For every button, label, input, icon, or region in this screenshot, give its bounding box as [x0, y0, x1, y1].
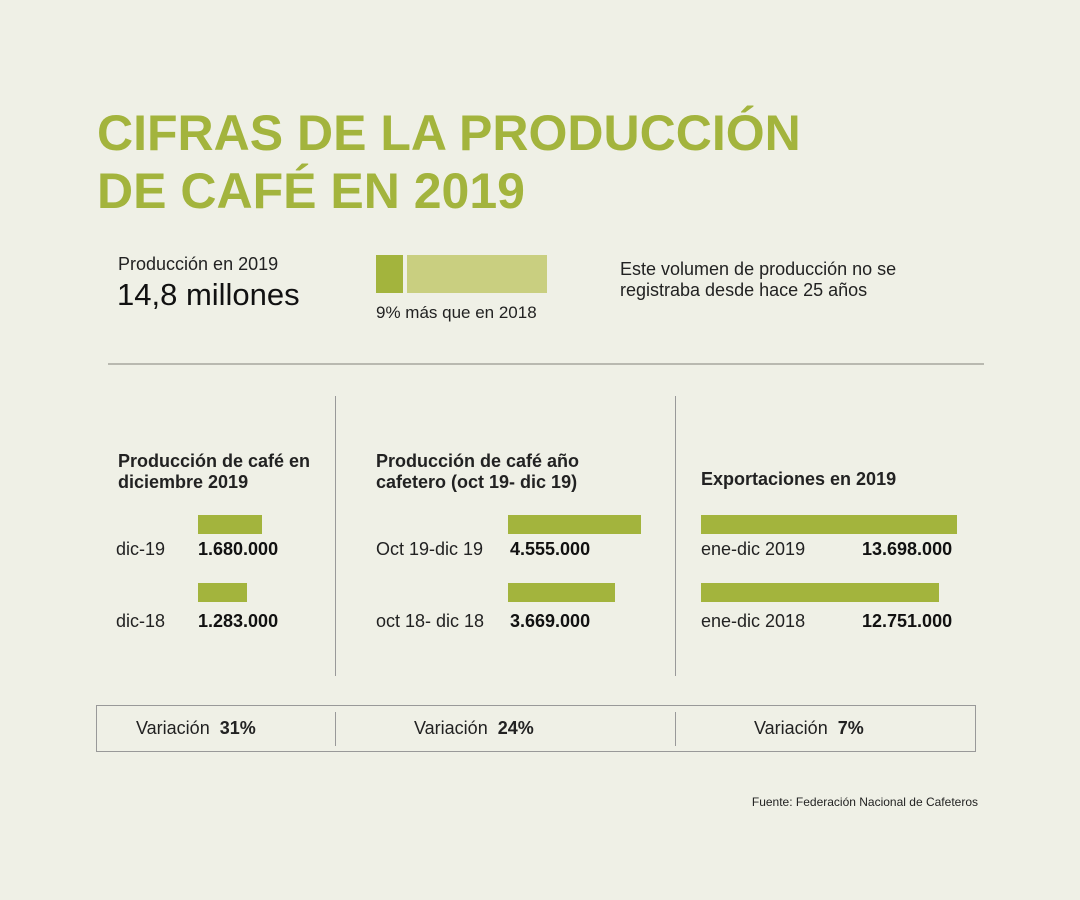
chart-1-bar-dic-18 [198, 583, 247, 602]
chart-2-title: Producción de café año cafetero (oct 19-… [376, 451, 580, 492]
divider-horizontal [108, 363, 984, 365]
chart-3-category-2018: ene-dic 2018 [701, 611, 806, 631]
source-note: Fuente: Federación Nacional de Cafeteros [751, 795, 978, 809]
chart-1-value-dic-18: 1.283.000 [198, 611, 279, 631]
chart-3-title: Exportaciones en 2019 [701, 469, 897, 489]
chart-2-bar-2018 [508, 583, 615, 602]
variation-separator-2 [675, 712, 676, 746]
divider-vertical-1 [335, 396, 336, 676]
chart-1-category-dic-19: dic-19 [116, 539, 166, 559]
variation-3-value: 7% [837, 718, 864, 738]
variation-2-value: 24% [497, 718, 534, 738]
variation-3-label: Variación [754, 718, 828, 738]
title-line-2: DE CAFÉ EN 2019 [97, 163, 525, 219]
chart-1-title: Producción de café en diciembre 2019 [118, 451, 311, 492]
variation-1-value: 31% [219, 718, 256, 738]
production-label: Producción en 2019 [118, 254, 279, 274]
chart-2-value-2019: 4.555.000 [510, 539, 591, 559]
title-line-1: CIFRAS DE LA PRODUCCIÓN [97, 105, 801, 161]
chart-1-value-dic-19: 1.680.000 [198, 539, 279, 559]
chart-3-value-2018: 12.751.000 [862, 611, 953, 631]
variation-separator-1 [335, 712, 336, 746]
chart-2-value-2018: 3.669.000 [510, 611, 591, 631]
page-title: CIFRAS DE LA PRODUCCIÓN DE CAFÉ EN 2019 [97, 104, 897, 220]
chart-3-category-2019: ene-dic 2019 [701, 539, 806, 559]
variation-box [96, 705, 976, 752]
chart-3-bar-2019 [701, 515, 957, 534]
variation-3: Variación 7% [754, 718, 864, 739]
chart-2-bar-2019 [508, 515, 641, 534]
variation-2: Variación 24% [414, 718, 534, 739]
chart-3-value-2019: 13.698.000 [862, 539, 953, 559]
chart-1-category-dic-18: dic-18 [116, 611, 166, 631]
production-value: 14,8 millones [117, 277, 300, 312]
chart-2-category-2018: oct 18- dic 18 [376, 611, 485, 631]
chart-2-category-2019: Oct 19-dic 19 [376, 539, 484, 559]
variation-2-label: Variación [414, 718, 488, 738]
increase-bar [376, 255, 403, 293]
divider-vertical-2 [675, 396, 676, 676]
base-bar [407, 255, 547, 293]
increase-caption: 9% más que en 2018 [376, 303, 537, 322]
chart-1-bar-dic-19 [198, 515, 262, 534]
production-note: Este volumen de producción no se registr… [620, 259, 897, 300]
variation-1: Variación 31% [136, 718, 256, 739]
chart-3-bar-2018 [701, 583, 939, 602]
variation-1-label: Variación [136, 718, 210, 738]
